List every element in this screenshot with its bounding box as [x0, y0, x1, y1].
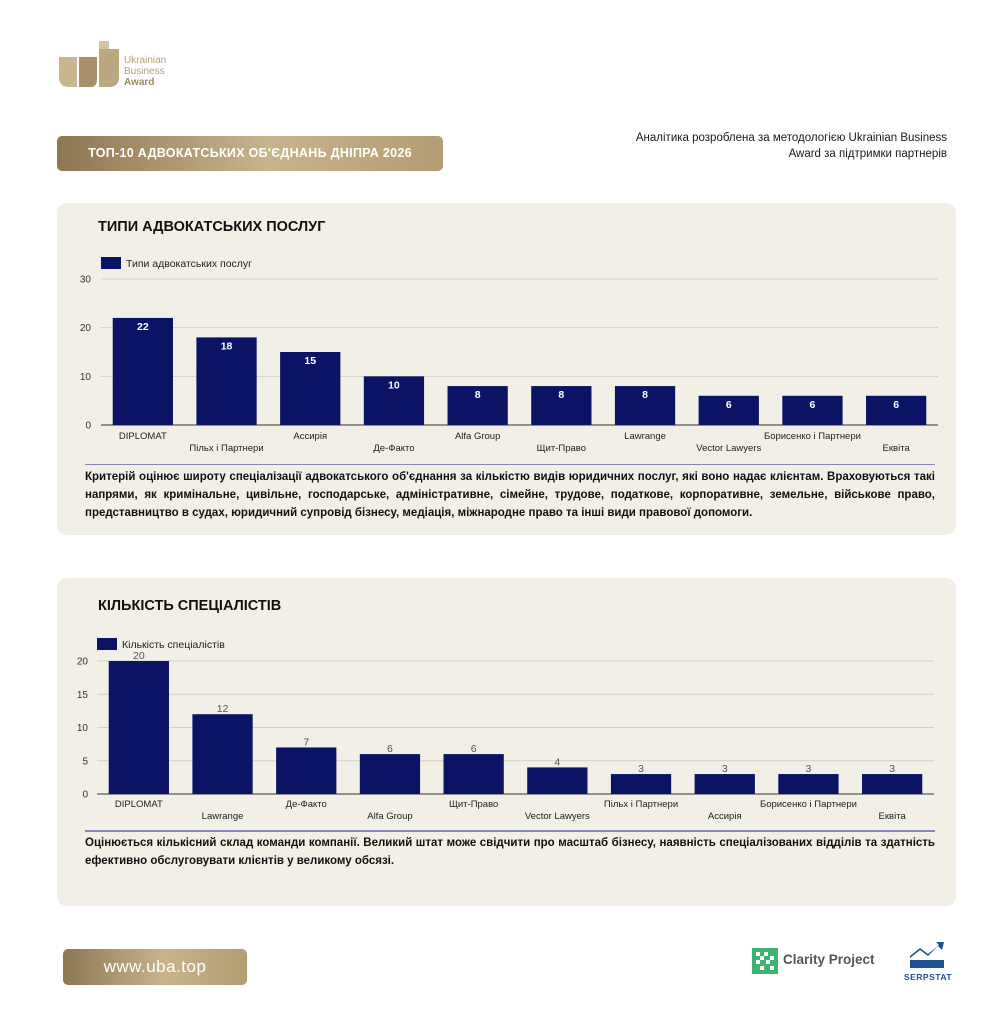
bar	[276, 747, 337, 794]
methodology-note: Аналітика розроблена за методологією Ukr…	[635, 132, 947, 160]
bar-chart-specialists: Кількість спеціалістів 0 5 10 15 20 20 DIPLOMAT…	[77, 638, 935, 832]
bar	[782, 395, 843, 425]
chart-description: Критерій оцінює широту спеціалізації адв…	[85, 471, 935, 519]
x-tick-label: Alfa Group	[455, 431, 500, 442]
x-tick-label: Пільх і Партнери	[604, 799, 678, 810]
logo-line-3: Award	[124, 77, 155, 88]
x-tick-label: Борисенко і Партнери	[764, 431, 861, 442]
data-label: 7	[303, 736, 309, 748]
bar	[363, 376, 425, 425]
clarity-project-icon	[752, 948, 778, 974]
bar-chart-service-types: Типи адвокатських послуг 0 10 20 30 22 DIPLOMA…	[80, 257, 938, 465]
bar	[447, 386, 508, 425]
x-tick-label: Еквіта	[879, 811, 907, 822]
bar	[694, 774, 755, 794]
bar	[192, 714, 253, 794]
data-label: 6	[810, 399, 816, 411]
logo-line-2: Business	[124, 66, 165, 77]
clarity-project-label: Clarity Project	[783, 952, 875, 967]
x-tick-label: Lawrange	[624, 431, 666, 442]
y-tick-label: 0	[82, 790, 88, 801]
x-tick-label: Vector Lawyers	[525, 811, 590, 822]
data-label: 3	[638, 763, 644, 775]
data-label: 3	[889, 763, 895, 775]
x-tick-label: Де-Факто	[373, 443, 414, 454]
page-title: ТОП-10 АДВОКАТСЬКИХ ОБ'ЄДНАНЬ ДНІПРА 202…	[57, 136, 443, 171]
data-label: 6	[726, 399, 732, 411]
y-tick-label: 15	[77, 690, 89, 701]
uba-logo-icon	[59, 41, 119, 87]
data-label: 6	[387, 743, 393, 755]
data-label: 12	[217, 703, 229, 715]
x-tick-label: Еквіта	[883, 443, 911, 454]
serpstat-icon	[910, 942, 944, 968]
data-label: 8	[642, 389, 648, 401]
data-label: 3	[722, 763, 728, 775]
bar	[196, 337, 257, 425]
x-tick-label: Де-Факто	[286, 799, 327, 810]
chart-panel-specialists: КІЛЬКІСТЬ СПЕЦІАЛІСТІВ Кількість спеціал…	[57, 578, 956, 906]
data-label: 6	[471, 743, 477, 755]
legend-label: Типи адвокатських послуг	[126, 258, 252, 270]
x-tick-label: Борисенко і Партнери	[760, 799, 857, 810]
logo-line-1: Ukrainian	[124, 55, 167, 66]
y-tick-label: 5	[82, 756, 88, 767]
bar	[614, 386, 676, 425]
data-label: 20	[133, 650, 145, 662]
bar	[862, 774, 923, 794]
x-tick-label: Щит-Право	[449, 799, 498, 810]
chart-title: ТИПИ АДВОКАТСЬКИХ ПОСЛУГ	[98, 219, 326, 235]
bar	[866, 395, 927, 425]
x-tick-label: Щит-Право	[537, 443, 586, 454]
chart-title: КІЛЬКІСТЬ СПЕЦІАЛІСТІВ	[98, 598, 282, 614]
x-tick-label: Ассирія	[708, 811, 742, 822]
y-tick-label: 10	[80, 372, 92, 383]
data-label: 3	[806, 763, 812, 775]
data-label: 15	[304, 355, 316, 367]
y-tick-label: 30	[80, 275, 92, 286]
y-tick-label: 20	[77, 657, 89, 668]
data-label: 6	[893, 399, 899, 411]
x-tick-label: DIPLOMAT	[119, 431, 167, 442]
uba-logo-text: Ukrainian Business Award	[124, 55, 166, 88]
x-tick-label: Ассирія	[293, 431, 327, 442]
chart-panel-service-types: ТИПИ АДВОКАТСЬКИХ ПОСЛУГ Типи адвокатськ…	[57, 203, 956, 535]
y-tick-label: 0	[85, 421, 91, 432]
clarity-project-logo: Clarity Project	[752, 948, 892, 976]
x-tick-label: Lawrange	[202, 811, 244, 822]
bar	[698, 395, 759, 425]
bar	[112, 317, 173, 425]
bar	[443, 754, 504, 794]
chart-description: Оцінюється кількісний склад команди комп…	[85, 837, 935, 867]
bar	[359, 754, 421, 794]
serpstat-logo: SERPSTAT	[900, 940, 956, 984]
legend-swatch	[97, 638, 117, 650]
uba-logo: Ukrainian Business Award	[57, 37, 177, 93]
data-label: 8	[558, 389, 564, 401]
legend-label: Кількість спеціалістів	[122, 639, 225, 651]
x-tick-label: Alfa Group	[367, 811, 412, 822]
x-tick-label: Vector Lawyers	[696, 443, 761, 454]
website-link[interactable]: www.uba.top	[63, 949, 247, 985]
data-label: 10	[388, 379, 400, 391]
serpstat-label: SERPSTAT	[903, 972, 953, 982]
bar	[527, 767, 588, 794]
data-label: 4	[554, 756, 560, 768]
bar	[531, 386, 592, 425]
bar	[610, 774, 672, 794]
bar	[108, 661, 169, 794]
legend-swatch	[101, 257, 121, 269]
y-tick-label: 20	[80, 323, 92, 334]
x-tick-label: DIPLOMAT	[115, 799, 163, 810]
bar	[778, 774, 839, 794]
data-label: 18	[221, 340, 233, 352]
x-tick-label: Пільх і Партнери	[189, 443, 263, 454]
data-label: 8	[475, 389, 481, 401]
bar	[280, 352, 341, 425]
data-label: 22	[137, 321, 149, 333]
y-tick-label: 10	[77, 723, 89, 734]
